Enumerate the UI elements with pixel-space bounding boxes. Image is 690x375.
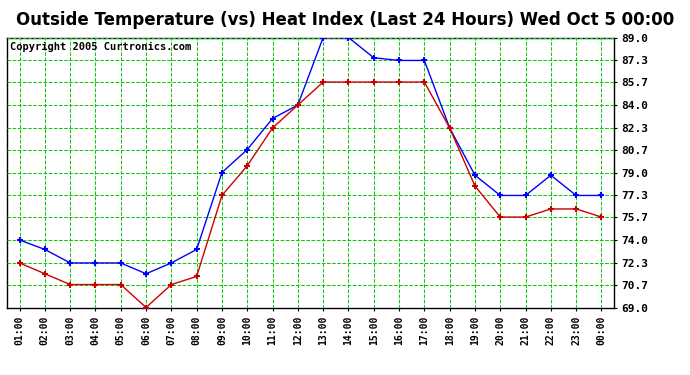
Text: Outside Temperature (vs) Heat Index (Last 24 Hours) Wed Oct 5 00:00: Outside Temperature (vs) Heat Index (Las…: [16, 11, 674, 29]
Text: Copyright 2005 Curtronics.com: Copyright 2005 Curtronics.com: [10, 42, 191, 52]
